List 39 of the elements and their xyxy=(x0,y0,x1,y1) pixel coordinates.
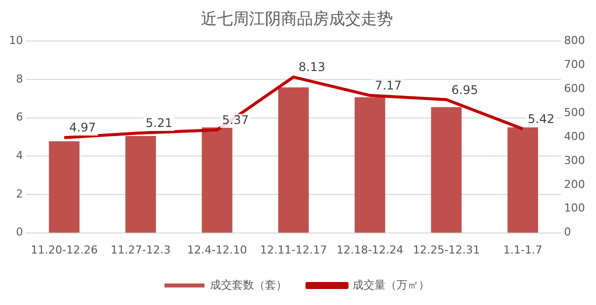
data-label: 5.37 xyxy=(222,113,249,128)
y2-tick-label: 600 xyxy=(564,82,586,95)
bar xyxy=(431,107,462,233)
y2-tick-label: 0 xyxy=(564,226,572,239)
bar xyxy=(48,141,80,233)
x-tick-label: 12.4-12.10 xyxy=(187,243,248,256)
y-tick-label: 2 xyxy=(16,187,23,200)
data-label: 5.21 xyxy=(146,116,172,130)
x-tick-label: 12.11-12.17 xyxy=(260,243,327,256)
legend-label: 成交量（万㎡） xyxy=(352,278,430,292)
y2-tick-label: 300 xyxy=(564,154,586,167)
bar xyxy=(125,136,156,233)
x-tick-label: 1.1-1.7 xyxy=(503,243,542,256)
data-label: 5.42 xyxy=(528,112,555,126)
y-tick-label: 0 xyxy=(16,226,23,239)
chart-title: 近七周江阴商品房成交走势 xyxy=(201,8,393,28)
data-label: 8.13 xyxy=(298,60,326,74)
bar xyxy=(202,127,232,233)
y-tick-label: 8 xyxy=(16,72,23,86)
y2-tick-label: 400 xyxy=(564,130,586,143)
bar xyxy=(354,97,386,233)
y-tick-label: 4 xyxy=(16,149,23,162)
x-tick-label: 11.27-12.3 xyxy=(110,243,171,256)
bar xyxy=(278,87,309,233)
x-tick-label: 12.25-12.31 xyxy=(412,243,480,256)
data-label: 7.17 xyxy=(374,78,402,93)
y2-tick-label: 200 xyxy=(564,178,586,191)
y-tick-label: 10 xyxy=(8,34,23,48)
data-label: 6.95 xyxy=(451,82,478,97)
data-label: 4.97 xyxy=(69,120,96,135)
x-tick-label: 11.20-12.26 xyxy=(30,243,98,256)
y-tick-label: 6 xyxy=(16,110,23,124)
y2-tick-label: 100 xyxy=(564,202,586,215)
legend-label: 成交套数（套） xyxy=(210,278,287,292)
bar xyxy=(508,127,538,233)
y2-tick-label: 700 xyxy=(564,58,586,72)
x-tick-label: 12.18-12.24 xyxy=(336,243,404,256)
y2-tick-label: 500 xyxy=(564,106,586,119)
y2-tick-label: 800 xyxy=(564,34,586,48)
